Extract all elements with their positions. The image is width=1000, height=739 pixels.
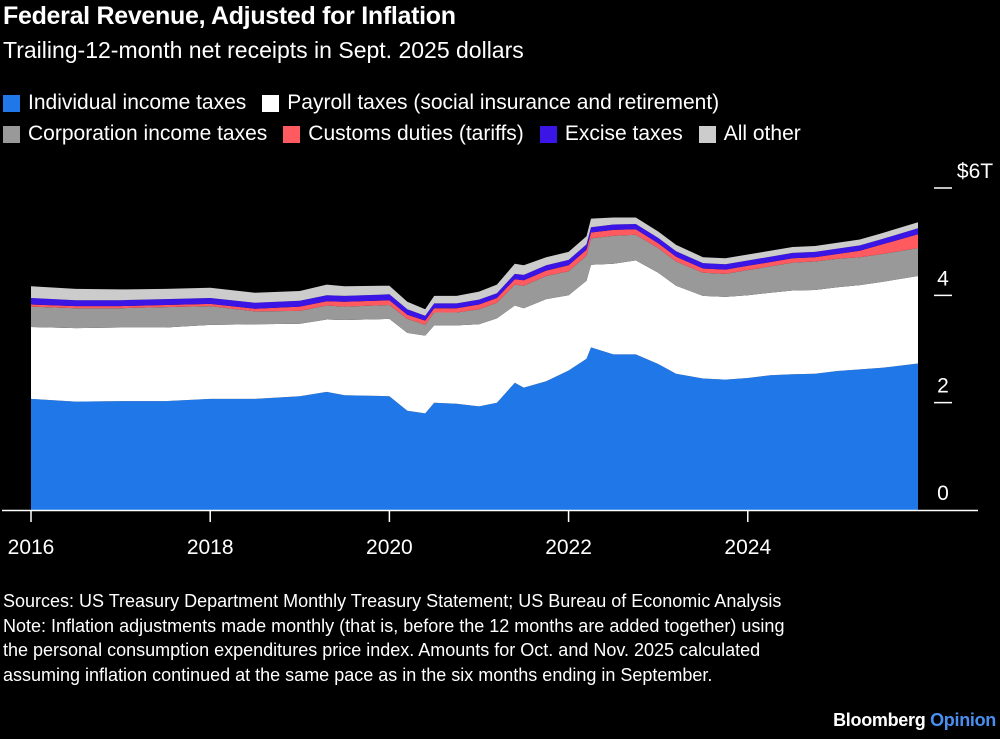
- area-series-all-other: [31, 217, 918, 316]
- legend-swatch-corporation: [3, 125, 20, 143]
- legend-swatch-individual-income: [3, 94, 20, 112]
- legend-row-2: Corporation income taxes Customs duties …: [3, 122, 993, 146]
- y-tick-label-2: 2: [937, 375, 949, 398]
- x-tick-label-2020: 2020: [366, 536, 413, 559]
- methodology-note: Note: Inflation adjustments made monthly…: [3, 615, 785, 685]
- legend-swatch-excise: [539, 125, 557, 143]
- legend-item-corporation: Corporation income taxes: [3, 122, 267, 146]
- y-tick-label-0: 0: [937, 482, 949, 505]
- legend-label-payroll: Payroll taxes (social insurance and reti…: [287, 91, 720, 114]
- legend-label-corporation: Corporation income taxes: [28, 122, 268, 145]
- chart-axes: 2016 2018 2020 2022 2024 0 2 4 $6T: [2, 160, 993, 559]
- area-series-payroll-taxes-social-insurance-and-retirement: [31, 260, 918, 414]
- legend-item-payroll: Payroll taxes (social insurance and reti…: [262, 91, 719, 115]
- brand-name: Bloomberg: [833, 710, 926, 730]
- area-layers: [31, 217, 918, 510]
- area-series-customs-duties-tariffs: [31, 229, 918, 325]
- chart-title: Federal Revenue, Adjusted for Inflation: [3, 2, 456, 30]
- chart-footer: Sources: US Treasury Department Monthly …: [3, 589, 803, 687]
- x-tick-label-2022: 2022: [545, 536, 592, 559]
- legend-row-1: Individual income taxes Payroll taxes (s…: [3, 91, 993, 115]
- area-series-corporation-income-taxes: [31, 234, 918, 336]
- brand-logo: Bloomberg Opinion: [833, 710, 996, 731]
- x-tick-label-2016: 2016: [8, 536, 55, 559]
- y-tick-label-6: $6T: [957, 160, 993, 183]
- legend-swatch-all-other: [698, 125, 716, 143]
- y-tick-label-4: 4: [937, 267, 949, 290]
- legend-label-all-other: All other: [723, 122, 801, 145]
- legend-label-individual-income: Individual income taxes: [28, 91, 247, 114]
- area-series-individual-income-taxes: [31, 347, 918, 510]
- x-tick-label-2018: 2018: [187, 536, 234, 559]
- legend-item-individual-income: Individual income taxes: [3, 91, 246, 115]
- legend-swatch-payroll: [262, 94, 280, 112]
- legend-item-customs: Customs duties (tariffs): [283, 122, 524, 146]
- sources-note: Sources: US Treasury Department Monthly …: [3, 591, 782, 611]
- legend-item-all-other: All other: [698, 122, 801, 146]
- area-series-excise-taxes: [31, 224, 918, 321]
- x-tick-label-2024: 2024: [724, 536, 771, 559]
- legend-label-customs: Customs duties (tariffs): [308, 122, 524, 145]
- legend-item-excise: Excise taxes: [539, 122, 683, 146]
- legend-swatch-customs: [283, 125, 301, 143]
- legend-label-excise: Excise taxes: [564, 122, 683, 145]
- brand-accent: Opinion: [930, 710, 996, 730]
- chart-subtitle: Trailing-12-month net receipts in Sept. …: [3, 37, 524, 63]
